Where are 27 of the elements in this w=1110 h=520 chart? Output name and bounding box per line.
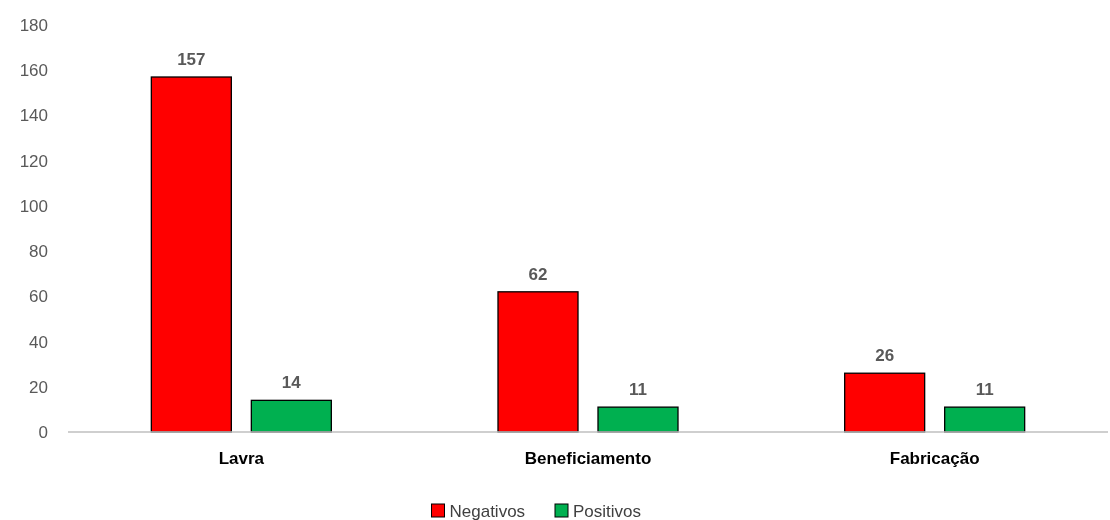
y-tick-label: 0	[38, 422, 48, 442]
bar	[844, 372, 926, 433]
y-tick-label: 20	[29, 377, 48, 397]
y-tick-label: 160	[19, 61, 48, 81]
data-label: 11	[629, 380, 647, 400]
data-label: 11	[975, 380, 994, 400]
y-tick-label: 120	[19, 151, 48, 171]
legend-label: Positivos	[573, 501, 642, 520]
data-label: 14	[281, 373, 302, 393]
data-label: 26	[875, 346, 895, 366]
bar	[944, 406, 1026, 433]
data-label: 62	[528, 264, 548, 284]
bar	[597, 406, 679, 433]
y-tick-label: 180	[19, 15, 48, 35]
bar	[150, 76, 232, 433]
y-tick-label: 100	[19, 196, 48, 216]
data-label: 157	[177, 50, 206, 70]
bar	[497, 291, 579, 433]
y-tick-label: 140	[19, 106, 48, 126]
y-tick-label: 80	[29, 242, 48, 262]
y-tick-label: 40	[29, 332, 48, 352]
x-tick-label: Lavra	[218, 449, 265, 468]
x-tick-label: Beneficiamento	[524, 449, 652, 468]
bar	[250, 399, 332, 433]
y-tick-label: 60	[29, 287, 48, 307]
legend-label: Negativos	[449, 501, 526, 520]
x-tick-label: Fabricação	[889, 449, 980, 468]
